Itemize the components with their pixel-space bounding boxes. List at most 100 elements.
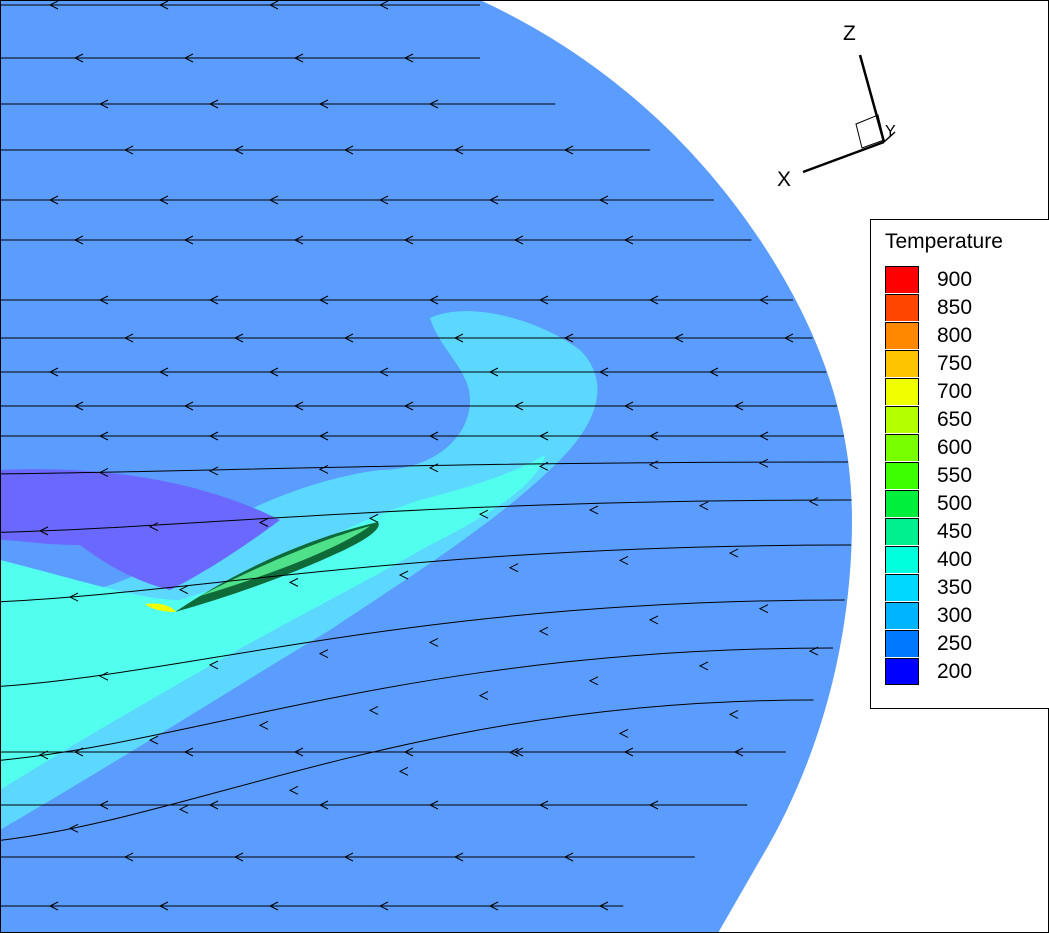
streamline-arrow — [98, 99, 109, 109]
streamline-arrow — [428, 295, 439, 305]
streamline-arrow — [403, 235, 414, 245]
streamline-arrow — [318, 295, 329, 305]
streamline-arrow — [733, 401, 744, 411]
streamline-arrow — [728, 709, 739, 719]
streamline-arrow — [233, 333, 244, 343]
legend-swatch — [885, 462, 919, 489]
streamline-arrow — [623, 747, 634, 757]
streamline-arrow — [538, 800, 549, 810]
streamline-arrow — [783, 333, 794, 343]
streamline-arrow — [598, 195, 609, 205]
streamline-arrow — [513, 235, 524, 245]
streamline-arrow — [368, 705, 379, 715]
legend-entry: 600 — [885, 434, 1045, 462]
streamline-arrow — [403, 53, 414, 63]
legend-entry: 850 — [885, 294, 1045, 322]
legend-swatch — [885, 574, 919, 601]
streamline-arrow — [233, 852, 244, 862]
streamline-arrow — [293, 747, 304, 757]
streamline — [0, 499, 852, 533]
legend-value: 550 — [937, 464, 973, 487]
streamline-arrow — [618, 555, 629, 565]
streamline-arrow — [453, 145, 464, 155]
streamline-arrow — [428, 637, 439, 647]
streamline-arrow — [318, 99, 329, 109]
streamline-arrow — [488, 195, 499, 205]
legend-entry: 750 — [885, 350, 1045, 378]
streamline-arrow — [538, 295, 549, 305]
legend-value: 750 — [937, 352, 973, 375]
streamline-arrow — [563, 145, 574, 155]
streamline-arrow — [618, 728, 629, 738]
streamline-arrow — [158, 367, 169, 377]
legend-value: 400 — [937, 548, 973, 571]
legend-entries: 900 850 800 750 700 650 600 550 500 450 400 350 300 2… — [885, 266, 1045, 686]
streamline-arrow — [808, 497, 819, 507]
streamline-arrow — [808, 646, 819, 656]
streamline-arrow — [648, 431, 659, 441]
streamline-arrow — [428, 463, 439, 473]
legend-entry: 250 — [885, 630, 1045, 658]
legend-value: 200 — [937, 660, 973, 683]
streamline-arrow — [538, 626, 549, 636]
streamline-arrow — [148, 735, 159, 745]
streamline-arrow — [343, 333, 354, 343]
streamline-arrow — [598, 901, 609, 911]
streamline-arrow — [563, 333, 574, 343]
streamline-arrow — [258, 518, 269, 527]
temperature-legend: Temperature 900 850 800 750 700 650 600 550 500 4… — [870, 219, 1049, 709]
streamline-arrow — [598, 367, 609, 377]
streamline-arrow — [98, 295, 109, 305]
streamline-arrow — [673, 333, 684, 343]
streamline — [0, 647, 833, 761]
streamline-arrow — [73, 401, 84, 411]
streamline-arrow — [208, 660, 219, 670]
legend-value: 350 — [937, 576, 973, 599]
legend-swatch — [885, 546, 919, 573]
legend-value: 700 — [937, 380, 973, 403]
streamline-arrow — [318, 649, 329, 659]
streamline-arrow — [208, 800, 219, 810]
streamline-arrow — [178, 585, 189, 595]
streamline-arrow — [48, 367, 59, 377]
streamline-arrow — [158, 195, 169, 205]
streamline-arrow — [98, 431, 109, 441]
legend-swatch — [885, 434, 919, 461]
legend-swatch — [885, 294, 919, 321]
legend-entry: 900 — [885, 266, 1045, 294]
streamline-arrow — [318, 800, 329, 810]
legend-entry: 650 — [885, 406, 1045, 434]
streamline-arrow — [48, 195, 59, 205]
streamlines — [0, 0, 852, 911]
streamline-arrow — [178, 804, 189, 814]
streamline-arrow — [258, 720, 269, 730]
streamline-arrow — [343, 852, 354, 862]
legend-entry: 500 — [885, 490, 1045, 518]
axis-y-label: Y — [885, 123, 896, 140]
streamline-arrow — [513, 747, 524, 757]
streamline-arrow — [378, 0, 389, 10]
legend-swatch — [885, 490, 919, 517]
streamline-arrow — [73, 235, 84, 245]
streamline-arrow — [48, 0, 59, 10]
streamline-arrow — [378, 901, 389, 911]
legend-swatch — [885, 602, 919, 629]
streamline-arrow — [268, 195, 279, 205]
legend-value: 600 — [937, 436, 973, 459]
streamline-arrow — [698, 501, 709, 511]
streamline — [0, 699, 814, 841]
streamline-arrow — [478, 509, 489, 519]
streamline-arrow — [428, 99, 439, 109]
legend-value: 850 — [937, 296, 973, 319]
streamline-arrow — [73, 747, 84, 757]
streamline-arrow — [293, 53, 304, 63]
streamline-arrow — [758, 604, 769, 614]
streamline-arrow — [208, 99, 219, 109]
streamline-arrow — [158, 0, 169, 10]
streamline-arrow — [183, 235, 194, 245]
legend-entry: 450 — [885, 518, 1045, 546]
axes-triad — [802, 54, 896, 174]
streamline-arrow — [48, 901, 59, 911]
streamline-arrow — [268, 901, 279, 911]
streamline-arrow — [538, 431, 549, 441]
